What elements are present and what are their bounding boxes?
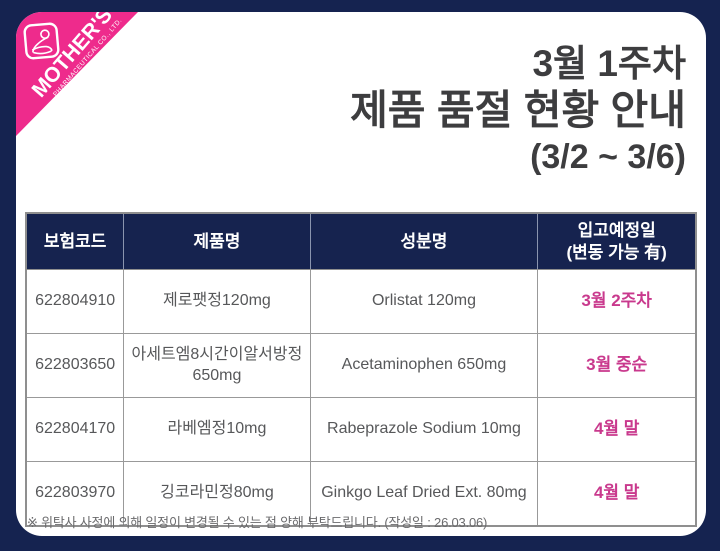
content-sheet: MOTHER'S PHARMACEUTICAL CO., LTD. 3월 1주차… bbox=[16, 12, 706, 536]
col-header-insurance-code: 보험코드 bbox=[26, 213, 125, 270]
cell-insurance-code: 622803970 bbox=[25, 461, 125, 527]
footnote: ※ 위탁사 사정에 의해 일정이 변경될 수 있는 점 양해 부탁드립니다. (… bbox=[27, 515, 488, 530]
cell-insurance-code: 622803650 bbox=[25, 333, 125, 398]
cell-restock-date: 3월 중순 bbox=[537, 333, 697, 398]
col-header-restock-date: 입고예정일 (변동 가능 有) bbox=[537, 213, 696, 270]
cell-product-name: 라베엠정10mg bbox=[123, 397, 311, 462]
table-row: 622803970 깅코라민정80mg Ginkgo Leaf Dried Ex… bbox=[25, 461, 697, 527]
col-header-product-name: 제품명 bbox=[123, 213, 311, 270]
mother-and-child-icon bbox=[22, 22, 60, 61]
table-header-row: 보험코드 제품명 성분명 입고예정일 (변동 가능 有) bbox=[26, 213, 696, 270]
cell-ingredient-name: Rabeprazole Sodium 10mg bbox=[309, 397, 539, 462]
cell-insurance-code: 622804170 bbox=[25, 397, 125, 462]
cell-insurance-code: 622804910 bbox=[25, 269, 125, 334]
cell-product-name: 깅코라민정80mg bbox=[123, 461, 311, 527]
title-date-range: (3/2 ~ 3/6) bbox=[530, 138, 686, 176]
col-header-ingredient-name: 성분명 bbox=[310, 213, 539, 270]
cell-restock-date: 3월 2주차 bbox=[537, 269, 697, 334]
page-title: 3월 1주차 제품 품절 현황 안내 (3/2 ~ 3/6) bbox=[350, 42, 686, 179]
title-main: 제품 품절 현황 안내 bbox=[350, 87, 686, 133]
cell-restock-date: 4월 말 bbox=[537, 397, 697, 462]
cell-ingredient-name: Orlistat 120mg bbox=[309, 269, 539, 334]
stockout-table: 보험코드 제품명 성분명 입고예정일 (변동 가능 有) 622804910 제… bbox=[25, 212, 697, 527]
cell-product-name: 아세트엠8시간이알서방정 650mg bbox=[123, 333, 311, 398]
cell-restock-date: 4월 말 bbox=[537, 461, 697, 527]
cell-product-name: 제로팻정120mg bbox=[123, 269, 311, 334]
title-week: 3월 1주차 bbox=[532, 43, 686, 84]
table-row: 622804910 제로팻정120mg Orlistat 120mg 3월 2주… bbox=[25, 269, 697, 334]
cell-ingredient-name: Ginkgo Leaf Dried Ext. 80mg bbox=[309, 461, 539, 527]
table-row: 622804170 라베엠정10mg Rabeprazole Sodium 10… bbox=[25, 397, 697, 462]
table-row: 622803650 아세트엠8시간이알서방정 650mg Acetaminoph… bbox=[25, 333, 697, 398]
corner-ribbon: MOTHER'S PHARMACEUTICAL CO., LTD. bbox=[16, 12, 138, 136]
cell-ingredient-name: Acetaminophen 650mg bbox=[309, 333, 539, 398]
